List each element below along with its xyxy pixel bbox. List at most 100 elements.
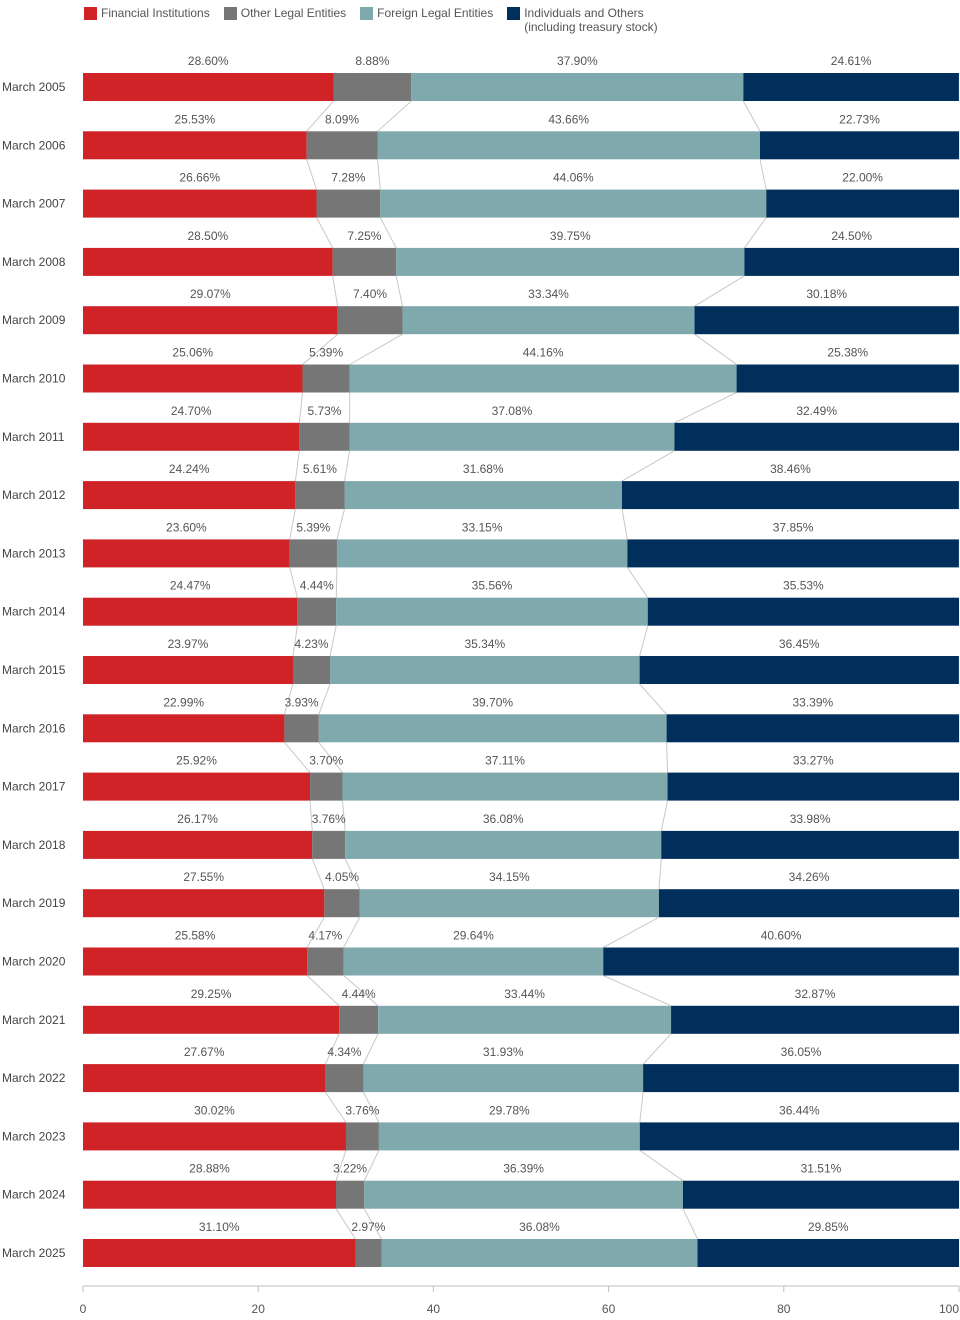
legend-swatch xyxy=(84,7,97,20)
data-label: 29.64% xyxy=(453,929,494,943)
bar-segment-foreign-legal-entities xyxy=(378,1005,672,1034)
bar-segment-foreign-legal-entities xyxy=(380,189,767,218)
data-label: 3.76% xyxy=(312,812,346,826)
bar-segment-foreign-legal-entities xyxy=(349,422,675,451)
data-label: 31.51% xyxy=(801,1162,842,1176)
bar-segment-individuals-and-others xyxy=(603,947,959,976)
bar-segment-other-legal-entities xyxy=(339,1005,379,1034)
legend-swatch xyxy=(223,7,237,20)
legend-item-foreign-legal-entities: Foreign Legal Entities xyxy=(360,6,493,20)
connector-line xyxy=(318,683,331,715)
legend-label: Other Legal Entities xyxy=(240,6,347,20)
connector-line xyxy=(642,1033,672,1065)
connector-line xyxy=(349,333,403,365)
bar-segment-individuals-and-others xyxy=(661,830,959,859)
x-tick-label: 80 xyxy=(777,1302,791,1316)
category-label: March 2012 xyxy=(2,488,66,502)
data-label: 24.47% xyxy=(170,579,211,593)
connector-line xyxy=(294,450,300,482)
bar-segment-financial-institutions xyxy=(83,1180,336,1209)
data-label: 2.97% xyxy=(351,1220,385,1234)
connector-line xyxy=(324,1091,347,1123)
connector-line xyxy=(674,392,737,424)
legend-swatch xyxy=(507,7,521,20)
data-label: 8.88% xyxy=(355,54,389,68)
bar-segment-individuals-and-others xyxy=(658,889,960,918)
bar-segment-individuals-and-others xyxy=(647,597,959,626)
bar-segment-individuals-and-others xyxy=(682,1180,959,1209)
data-label: 27.55% xyxy=(183,870,224,884)
bar-segment-other-legal-entities xyxy=(324,889,360,918)
connector-line xyxy=(302,333,338,365)
data-label: 28.88% xyxy=(189,1162,230,1176)
bar-segment-other-legal-entities xyxy=(345,1122,379,1151)
bar-segment-financial-institutions xyxy=(83,656,293,684)
bar-segment-individuals-and-others xyxy=(759,131,960,160)
data-label: 3.93% xyxy=(285,695,319,709)
connector-line xyxy=(377,159,381,190)
bar-segment-foreign-legal-entities xyxy=(381,1239,698,1267)
connector-line xyxy=(639,1149,684,1182)
data-label: 31.10% xyxy=(199,1220,240,1234)
data-label: 4.05% xyxy=(325,870,359,884)
connector-line xyxy=(292,625,298,657)
data-label: 25.06% xyxy=(172,346,213,360)
bar-segment-other-legal-entities xyxy=(337,306,403,335)
bar-segment-financial-institutions xyxy=(83,1122,346,1151)
connector-line xyxy=(343,916,361,948)
data-label: 44.06% xyxy=(553,171,594,185)
category-label: March 2009 xyxy=(2,313,66,327)
category-label: March 2021 xyxy=(2,1013,66,1027)
category-label: March 2019 xyxy=(2,896,66,910)
connector-line xyxy=(639,625,649,657)
data-label: 29.07% xyxy=(190,287,231,301)
bar-segment-foreign-legal-entities xyxy=(318,714,667,743)
data-label: 34.26% xyxy=(789,870,830,884)
bar-segment-financial-institutions xyxy=(83,597,298,626)
legend-label: Individuals and Others (including treasu… xyxy=(524,6,658,34)
data-label: 27.67% xyxy=(184,1045,225,1059)
category-label: March 2014 xyxy=(2,605,66,619)
connector-line xyxy=(743,217,767,249)
data-label: 31.68% xyxy=(463,462,504,476)
connector-line xyxy=(379,217,397,249)
bar-segment-financial-institutions xyxy=(83,830,313,859)
data-label: 25.38% xyxy=(827,346,868,360)
connector-line xyxy=(639,683,667,715)
connector-line xyxy=(309,800,313,831)
connector-line xyxy=(306,975,340,1007)
data-label: 35.53% xyxy=(783,579,824,593)
x-tick-label: 0 xyxy=(80,1302,87,1316)
connector-line xyxy=(694,275,745,307)
data-label: 32.87% xyxy=(795,987,836,1001)
x-tick-label: 60 xyxy=(602,1302,616,1316)
data-label: 30.02% xyxy=(194,1103,235,1117)
bar-segment-other-legal-entities xyxy=(295,481,345,510)
data-label: 4.34% xyxy=(327,1045,361,1059)
connector-line xyxy=(298,392,304,423)
data-label: 36.08% xyxy=(519,1220,560,1234)
data-label: 24.70% xyxy=(171,404,212,418)
bar-segment-individuals-and-others xyxy=(639,656,959,684)
data-label: 35.34% xyxy=(464,637,505,651)
connector-line xyxy=(311,858,325,890)
data-label: 33.98% xyxy=(790,812,831,826)
connector-line xyxy=(363,1150,380,1181)
data-label: 38.46% xyxy=(770,462,811,476)
connector-line xyxy=(666,742,669,773)
bar-segment-financial-institutions xyxy=(83,1239,356,1267)
legend-swatch xyxy=(360,7,374,20)
bar-segment-other-legal-entities xyxy=(333,73,412,101)
data-label: 28.50% xyxy=(187,229,228,243)
category-label: March 2020 xyxy=(2,955,66,969)
data-label: 34.15% xyxy=(489,870,530,884)
data-label: 5.39% xyxy=(296,520,330,534)
data-label: 25.92% xyxy=(176,754,217,768)
connector-line xyxy=(332,275,339,307)
data-label: 36.08% xyxy=(483,812,524,826)
legend-item-individuals-and-others: Individuals and Others (including treasu… xyxy=(507,6,658,34)
data-label: 37.90% xyxy=(557,54,598,68)
bar-segment-other-legal-entities xyxy=(292,656,331,684)
bar-segment-other-legal-entities xyxy=(355,1239,382,1267)
